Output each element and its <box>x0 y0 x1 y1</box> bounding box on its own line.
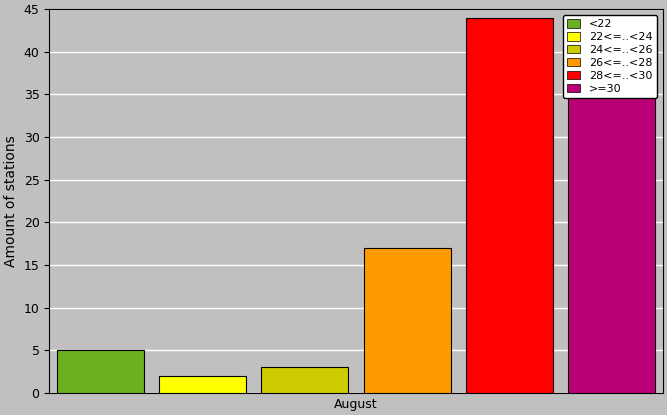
Bar <box>568 35 655 393</box>
Bar <box>466 18 553 393</box>
Legend: <22, 22<=..<24, 24<=..<26, 26<=..<28, 28<=..<30, >=30: <22, 22<=..<24, 24<=..<26, 26<=..<28, 28… <box>562 15 657 98</box>
Bar <box>364 248 451 393</box>
Bar <box>159 376 246 393</box>
Bar <box>57 350 144 393</box>
Bar <box>261 367 348 393</box>
Y-axis label: Amount of stations: Amount of stations <box>4 135 18 267</box>
